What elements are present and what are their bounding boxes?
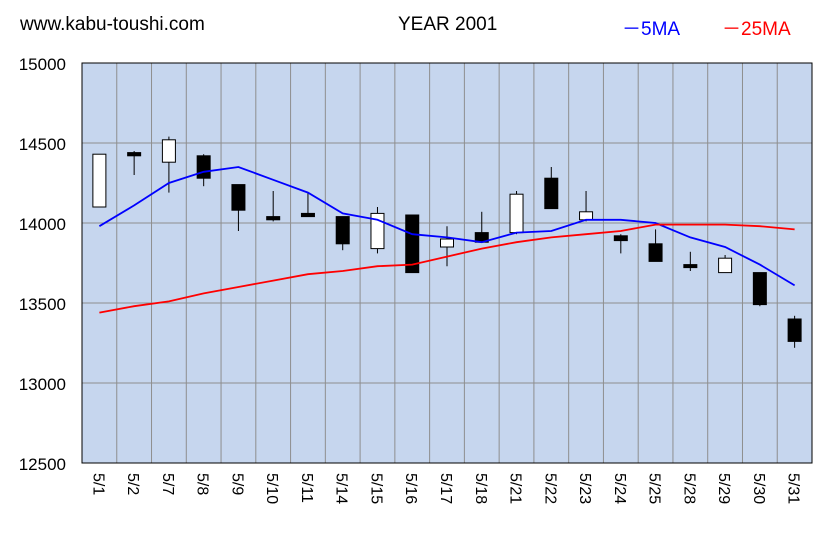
- x-tick-label: 5/21: [507, 473, 524, 504]
- candle-body: [231, 184, 246, 211]
- y-tick-label: 13000: [19, 375, 66, 394]
- x-tick-label: 5/14: [333, 473, 350, 504]
- candle: [440, 226, 454, 267]
- ma5-line: [98, 166, 796, 287]
- x-tick-label: 5/7: [159, 473, 176, 495]
- y-tick-label: 13500: [19, 295, 66, 314]
- candle: [335, 216, 350, 251]
- candle-body: [648, 243, 663, 262]
- y-tick-label: 15000: [19, 55, 66, 74]
- x-tick-label: 5/25: [646, 473, 663, 504]
- x-tick-label: 5/31: [785, 473, 802, 504]
- x-tick-label: 5/22: [541, 473, 558, 504]
- y-tick-label: 12500: [19, 455, 66, 474]
- candle-body: [266, 216, 281, 221]
- x-tick-label: 5/10: [263, 473, 280, 504]
- candle-body: [161, 139, 176, 163]
- candle-body: [127, 152, 142, 157]
- candle: [509, 191, 524, 235]
- candle: [544, 167, 559, 210]
- candle: [613, 234, 628, 254]
- candle-body: [683, 264, 698, 269]
- x-tick-label: 5/23: [576, 473, 593, 504]
- candle: [718, 255, 733, 274]
- x-tick-label: 5/9: [228, 473, 245, 495]
- x-tick-label: 5/8: [194, 473, 211, 495]
- candle: [752, 272, 767, 307]
- site-url: www.kabu-toushi.com: [20, 14, 205, 35]
- candle: [370, 207, 385, 254]
- x-tick-label: 5/1: [89, 473, 106, 495]
- candle: [405, 214, 420, 274]
- chart-title: YEAR 2001: [398, 14, 498, 35]
- candle-body: [405, 214, 420, 274]
- candle-body: [613, 235, 628, 242]
- x-tick-label: 5/17: [437, 473, 454, 504]
- candle: [648, 229, 663, 262]
- x-tick-label: 5/2: [124, 473, 141, 495]
- x-tick-label: 5/30: [750, 473, 767, 504]
- ma25-line: [99, 223, 795, 314]
- candle-body: [335, 216, 350, 245]
- y-tick-label: 14000: [19, 215, 66, 234]
- plot-border: [81, 62, 813, 464]
- x-tick-label: 5/29: [715, 473, 732, 504]
- legend-5ma: －5MA: [622, 19, 681, 40]
- candle-body: [718, 257, 733, 274]
- candle-body: [196, 155, 211, 179]
- candle: [787, 315, 802, 348]
- legend-25ma: －25MA: [722, 19, 791, 40]
- candle: [683, 251, 698, 271]
- x-tick-label: 5/28: [680, 473, 697, 504]
- candle-body: [92, 153, 107, 208]
- x-tick-label: 5/16: [402, 473, 419, 504]
- candle: [127, 151, 142, 175]
- candle-body: [787, 318, 802, 342]
- candle-body: [440, 238, 454, 248]
- y-tick-label: 14500: [19, 135, 66, 154]
- candle: [266, 191, 281, 222]
- candle-body: [300, 212, 315, 218]
- candle: [231, 184, 246, 231]
- candle: [300, 192, 315, 218]
- candle-body: [544, 177, 559, 210]
- candle: [92, 153, 107, 208]
- candle-body: [579, 211, 594, 221]
- x-tick-label: 5/24: [611, 473, 628, 504]
- candle-body: [370, 212, 385, 250]
- candle-body: [752, 272, 767, 306]
- x-tick-label: 5/18: [472, 473, 489, 504]
- candle-body: [509, 193, 524, 234]
- x-tick-label: 5/11: [298, 473, 315, 503]
- x-tick-label: 5/15: [367, 473, 384, 504]
